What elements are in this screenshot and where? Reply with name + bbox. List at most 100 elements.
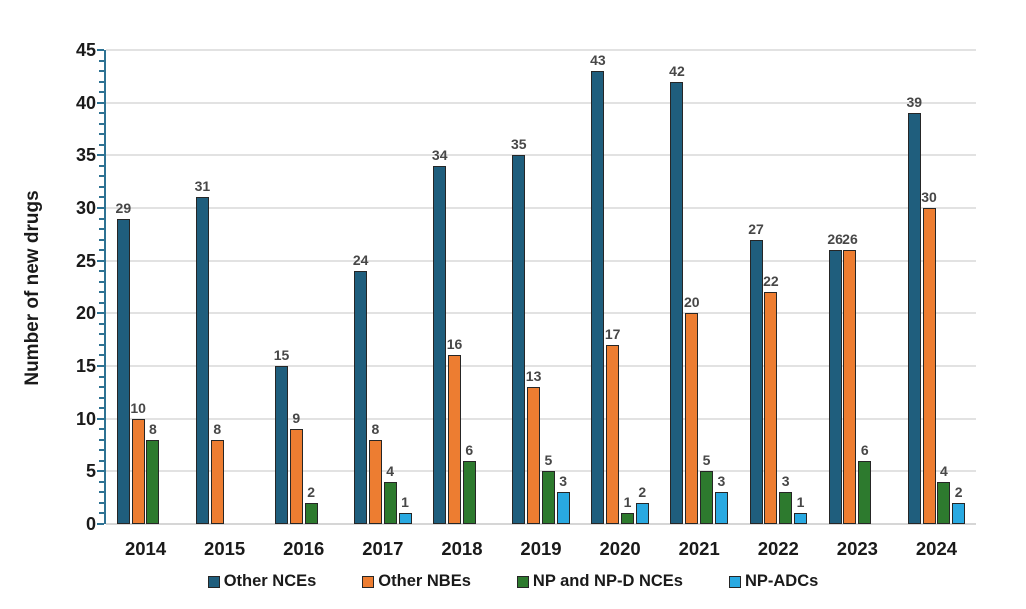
y-tick-label: 10 [75, 408, 96, 429]
x-category-label: 2014 [124, 538, 167, 559]
bar-np-and-np-d-nces-2022 [779, 492, 793, 524]
legend-label: NP and NP-D NCEs [532, 572, 683, 590]
bar-other-nces-2022 [749, 239, 763, 524]
bar-value-label: 8 [213, 420, 222, 437]
y-axis-title: Number of new drugs [22, 190, 43, 386]
y-minor-tick [99, 80, 104, 83]
x-category-label: 2015 [204, 538, 246, 559]
y-minor-tick [99, 322, 104, 325]
y-minor-tick [99, 438, 104, 441]
bar-np-and-np-d-nces-2014 [146, 439, 160, 524]
bar-value-label: 3 [717, 473, 726, 490]
bar-other-nbes-2019 [527, 387, 541, 524]
x-category-label: 2017 [362, 538, 404, 559]
bar-other-nbes-2022 [764, 292, 778, 524]
bar-other-nces-2023 [828, 250, 842, 524]
legend-label: Other NCEs [223, 572, 317, 590]
bar-other-nbes-2017 [368, 439, 382, 524]
bar-value-label: 8 [149, 420, 157, 437]
bar-value-label: 26 [827, 231, 843, 248]
legend-swatch-icon [207, 575, 220, 588]
y-minor-tick [99, 185, 104, 188]
y-minor-tick [99, 396, 104, 399]
bar-other-nces-2019 [512, 155, 526, 524]
bar-np-and-np-d-nces-2016 [304, 502, 318, 524]
bar-np-and-np-d-nces-2020 [620, 513, 634, 524]
bar-np-adcs-2019 [556, 492, 570, 524]
bar-value-label: 24 [352, 252, 369, 269]
y-minor-tick [99, 428, 104, 431]
gridline [106, 259, 976, 262]
bar-value-label: 6 [465, 441, 474, 458]
y-tick-label: 30 [75, 198, 96, 218]
bar-other-nces-2015 [195, 197, 209, 524]
y-tick-label: 5 [85, 461, 96, 482]
y-minor-tick [99, 333, 104, 336]
x-axis-line [106, 523, 976, 525]
bar-value-label: 20 [683, 294, 700, 311]
bar-value-label: 16 [446, 336, 463, 353]
bar-other-nces-2016 [275, 366, 289, 524]
y-minor-tick [99, 291, 104, 294]
x-category-label: 2023 [836, 538, 878, 559]
bar-other-nbes-2020 [606, 344, 620, 524]
bar-other-nces-2021 [670, 81, 684, 524]
y-minor-tick [99, 270, 104, 273]
gridline [106, 365, 976, 367]
bar-np-adcs-2024 [952, 502, 966, 524]
legend-item-other-nbes: Other NBEs [362, 572, 471, 591]
bar-value-label: 10 [130, 399, 146, 416]
gridline [106, 207, 976, 209]
bar-value-label: 29 [115, 199, 132, 216]
gridline [106, 470, 976, 473]
y-minor-tick [99, 386, 104, 389]
bar-value-label: 27 [748, 220, 764, 237]
y-minor-tick [99, 196, 104, 199]
bar-np-adcs-2017 [398, 513, 412, 524]
x-category-label: 2020 [599, 538, 641, 559]
y-major-tick [97, 154, 104, 157]
y-tick-label: 40 [75, 92, 96, 113]
y-minor-tick [99, 238, 104, 241]
bar-value-label: 13 [525, 368, 542, 385]
legend: Other NCEs Other NBEs NP and NP-D NCEs NP-A… [0, 572, 1026, 591]
y-minor-tick [99, 407, 104, 410]
bar-other-nbes-2016 [289, 429, 303, 524]
bar-other-nbes-2014 [131, 418, 145, 524]
bar-value-label: 22 [763, 273, 779, 290]
bar-value-label: 31 [194, 178, 211, 195]
bar-other-nces-2014 [116, 218, 130, 524]
gridline [106, 417, 976, 420]
y-tick-label: 35 [75, 145, 96, 166]
y-major-tick [97, 312, 104, 315]
bar-value-label: 1 [623, 494, 632, 511]
y-minor-tick [99, 217, 104, 220]
x-category-label: 2019 [520, 538, 562, 559]
bar-np-adcs-2022 [793, 513, 807, 524]
gridline [106, 49, 976, 51]
legend-label: Other NBEs [378, 572, 471, 590]
y-major-tick [97, 101, 104, 104]
bar-np-and-np-d-nces-2021 [700, 471, 714, 524]
gridline [106, 154, 976, 157]
bar-value-label: 3 [781, 473, 790, 490]
bar-value-label: 34 [431, 146, 448, 163]
bar-other-nbes-2023 [843, 250, 857, 524]
bar-np-and-np-d-nces-2018 [462, 460, 476, 524]
y-minor-tick [99, 59, 104, 62]
x-category-label: 2016 [283, 538, 325, 559]
x-category-label: 2024 [915, 538, 958, 559]
bar-value-label: 30 [921, 189, 937, 205]
bar-value-label: 9 [292, 410, 301, 427]
bar-np-and-np-d-nces-2023 [858, 460, 872, 524]
bar-value-label: 8 [371, 420, 380, 437]
bar-value-label: 26 [842, 231, 858, 248]
bar-value-label: 1 [401, 494, 409, 511]
y-tick-label: 0 [85, 514, 96, 534]
bar-value-label: 2 [638, 483, 647, 500]
bar-value-label: 5 [702, 452, 711, 469]
y-tick-label: 25 [75, 250, 96, 271]
bar-value-label: 17 [604, 325, 621, 342]
legend-item-np-adcs: NP-ADCs [728, 572, 818, 591]
